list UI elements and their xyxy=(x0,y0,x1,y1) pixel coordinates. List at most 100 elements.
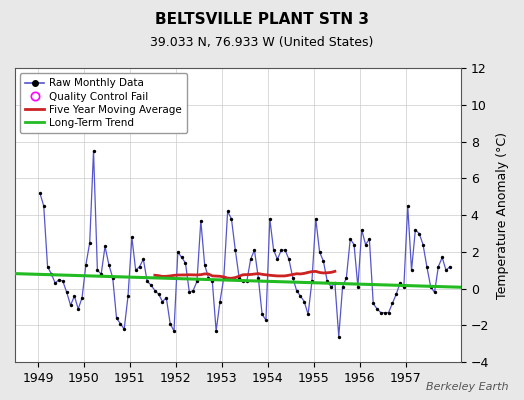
Point xyxy=(39,203,48,209)
Point xyxy=(116,320,125,327)
Point xyxy=(350,241,358,248)
Legend: Raw Monthly Data, Quality Control Fail, Five Year Moving Average, Long-Term Tren: Raw Monthly Data, Quality Control Fail, … xyxy=(20,73,188,133)
Point xyxy=(385,310,393,316)
Point xyxy=(388,300,397,307)
Point xyxy=(82,262,90,268)
Point xyxy=(377,310,385,316)
Point xyxy=(47,271,56,277)
Point xyxy=(185,289,193,296)
Point xyxy=(143,278,151,284)
Point xyxy=(135,264,144,270)
Point xyxy=(212,328,220,334)
Point xyxy=(296,293,304,299)
Point xyxy=(166,320,174,327)
Point xyxy=(357,227,366,233)
Point xyxy=(62,289,71,296)
Point xyxy=(173,249,182,255)
Point xyxy=(208,278,216,284)
Point xyxy=(285,256,293,262)
Point xyxy=(430,289,439,296)
Point xyxy=(78,295,86,301)
Point xyxy=(85,240,94,246)
Point xyxy=(281,247,289,253)
Point xyxy=(235,274,243,281)
Point xyxy=(189,287,198,294)
Point xyxy=(396,280,404,286)
Point xyxy=(112,315,121,321)
Point xyxy=(442,267,450,274)
Point xyxy=(227,216,236,222)
Point xyxy=(51,280,59,286)
Point xyxy=(292,287,301,294)
Point xyxy=(216,298,224,305)
Point xyxy=(239,278,247,284)
Point xyxy=(258,311,266,318)
Point xyxy=(246,256,255,262)
Point xyxy=(419,241,427,248)
Point xyxy=(342,274,351,281)
Point xyxy=(132,267,140,274)
Point xyxy=(74,306,82,312)
Point xyxy=(354,284,362,290)
Point xyxy=(147,282,155,288)
Point xyxy=(403,203,412,209)
Point xyxy=(304,311,312,318)
Point xyxy=(277,247,286,253)
Point xyxy=(231,247,239,253)
Point xyxy=(334,333,343,340)
Point xyxy=(43,264,52,270)
Point xyxy=(70,293,79,299)
Point xyxy=(162,295,170,301)
Point xyxy=(243,278,251,284)
Text: Berkeley Earth: Berkeley Earth xyxy=(426,382,508,392)
Point xyxy=(323,278,332,284)
Point xyxy=(365,236,374,242)
Point xyxy=(400,284,408,290)
Text: BELTSVILLE PLANT STN 3: BELTSVILLE PLANT STN 3 xyxy=(155,12,369,27)
Point xyxy=(158,298,167,305)
Point xyxy=(427,284,435,290)
Point xyxy=(407,267,416,274)
Point xyxy=(319,258,328,264)
Point xyxy=(55,276,63,283)
Point xyxy=(308,278,316,284)
Point xyxy=(438,254,446,261)
Point xyxy=(220,274,228,281)
Point xyxy=(423,264,431,270)
Point xyxy=(346,236,354,242)
Point xyxy=(312,216,320,222)
Point xyxy=(36,190,44,196)
Point xyxy=(89,148,97,154)
Point xyxy=(315,249,324,255)
Point xyxy=(108,274,117,281)
Point xyxy=(223,208,232,215)
Point xyxy=(105,262,113,268)
Point xyxy=(193,278,201,284)
Point xyxy=(392,291,400,298)
Point xyxy=(59,278,67,284)
Point xyxy=(170,328,178,334)
Point xyxy=(101,243,109,250)
Point xyxy=(67,302,75,308)
Point xyxy=(445,264,454,270)
Point xyxy=(97,271,105,277)
Point xyxy=(373,306,381,312)
Point xyxy=(120,326,128,332)
Point xyxy=(300,298,309,305)
Y-axis label: Temperature Anomaly (°C): Temperature Anomaly (°C) xyxy=(496,132,509,299)
Point xyxy=(369,300,377,307)
Point xyxy=(124,293,132,299)
Point xyxy=(269,247,278,253)
Point xyxy=(327,284,335,290)
Point xyxy=(178,254,186,261)
Point xyxy=(289,274,297,281)
Point xyxy=(266,216,274,222)
Text: 39.033 N, 76.933 W (United States): 39.033 N, 76.933 W (United States) xyxy=(150,36,374,49)
Point xyxy=(201,262,209,268)
Point xyxy=(380,310,389,316)
Point xyxy=(434,264,443,270)
Point xyxy=(155,291,163,298)
Point xyxy=(250,247,259,253)
Point xyxy=(151,287,159,294)
Point xyxy=(254,274,263,281)
